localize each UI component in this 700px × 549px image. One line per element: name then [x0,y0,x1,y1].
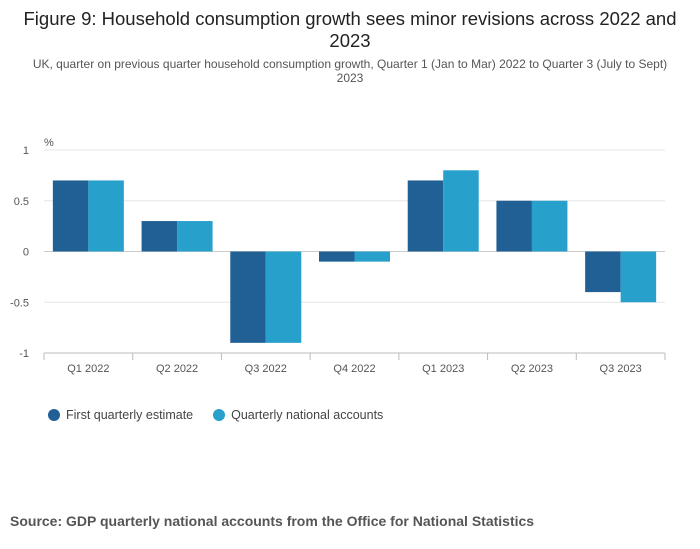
y-tick-label: -0.5 [10,297,29,309]
bar-first-estimate [585,251,621,293]
bar-national-accounts [265,251,302,343]
bar-first-estimate [52,180,89,252]
y-axis-unit-label: % [44,137,54,149]
bar-national-accounts [531,200,568,252]
bar-national-accounts [620,251,657,303]
x-tick-label: Q3 2022 [245,363,287,375]
bar-national-accounts [443,170,479,252]
legend-swatch-national-accounts [213,409,226,421]
legend-label-national-accounts: Quarterly national accounts [231,408,384,422]
x-tick-label: Q2 2023 [511,363,553,375]
legend-item-first-estimate: First quarterly estimate [48,408,193,422]
y-tick-label: 0.5 [14,196,29,208]
bar-first-estimate [141,221,178,252]
bar-first-estimate [230,251,266,343]
bar-national-accounts [177,221,213,252]
y-tick-label: 1 [23,145,29,157]
bar-national-accounts [354,251,390,262]
source-note: Source: GDP quarterly national accounts … [10,513,535,529]
legend-item-national-accounts: Quarterly national accounts [213,408,383,422]
bar-first-estimate [496,200,532,252]
bar-national-accounts [88,180,124,252]
x-tick-label: Q1 2022 [67,363,109,375]
legend-label-first-estimate: First quarterly estimate [66,408,194,422]
x-tick-label: Q1 2023 [422,363,464,375]
chart-title: Figure 9: Household consumption growth s… [23,8,677,51]
legend-swatch-first-estimate [48,409,60,421]
chart-legend: First quarterly estimate Quarterly natio… [48,408,383,422]
x-tick-label: Q4 2022 [333,363,375,375]
bar-first-estimate [319,251,355,262]
bar-first-estimate [407,180,444,252]
y-tick-label: 0 [23,247,29,259]
chart-subtitle: UK, quarter on previous quarter househol… [32,57,668,85]
bar-chart: 1 0.5 0 -0.5 -1% Q1 2022 Q2 2022 Q3 2022 Q4 2022… [10,137,666,375]
y-tick-label: -1 [19,348,29,360]
x-tick-label: Q3 2023 [600,363,642,375]
x-tick-label: Q2 2022 [156,363,198,375]
